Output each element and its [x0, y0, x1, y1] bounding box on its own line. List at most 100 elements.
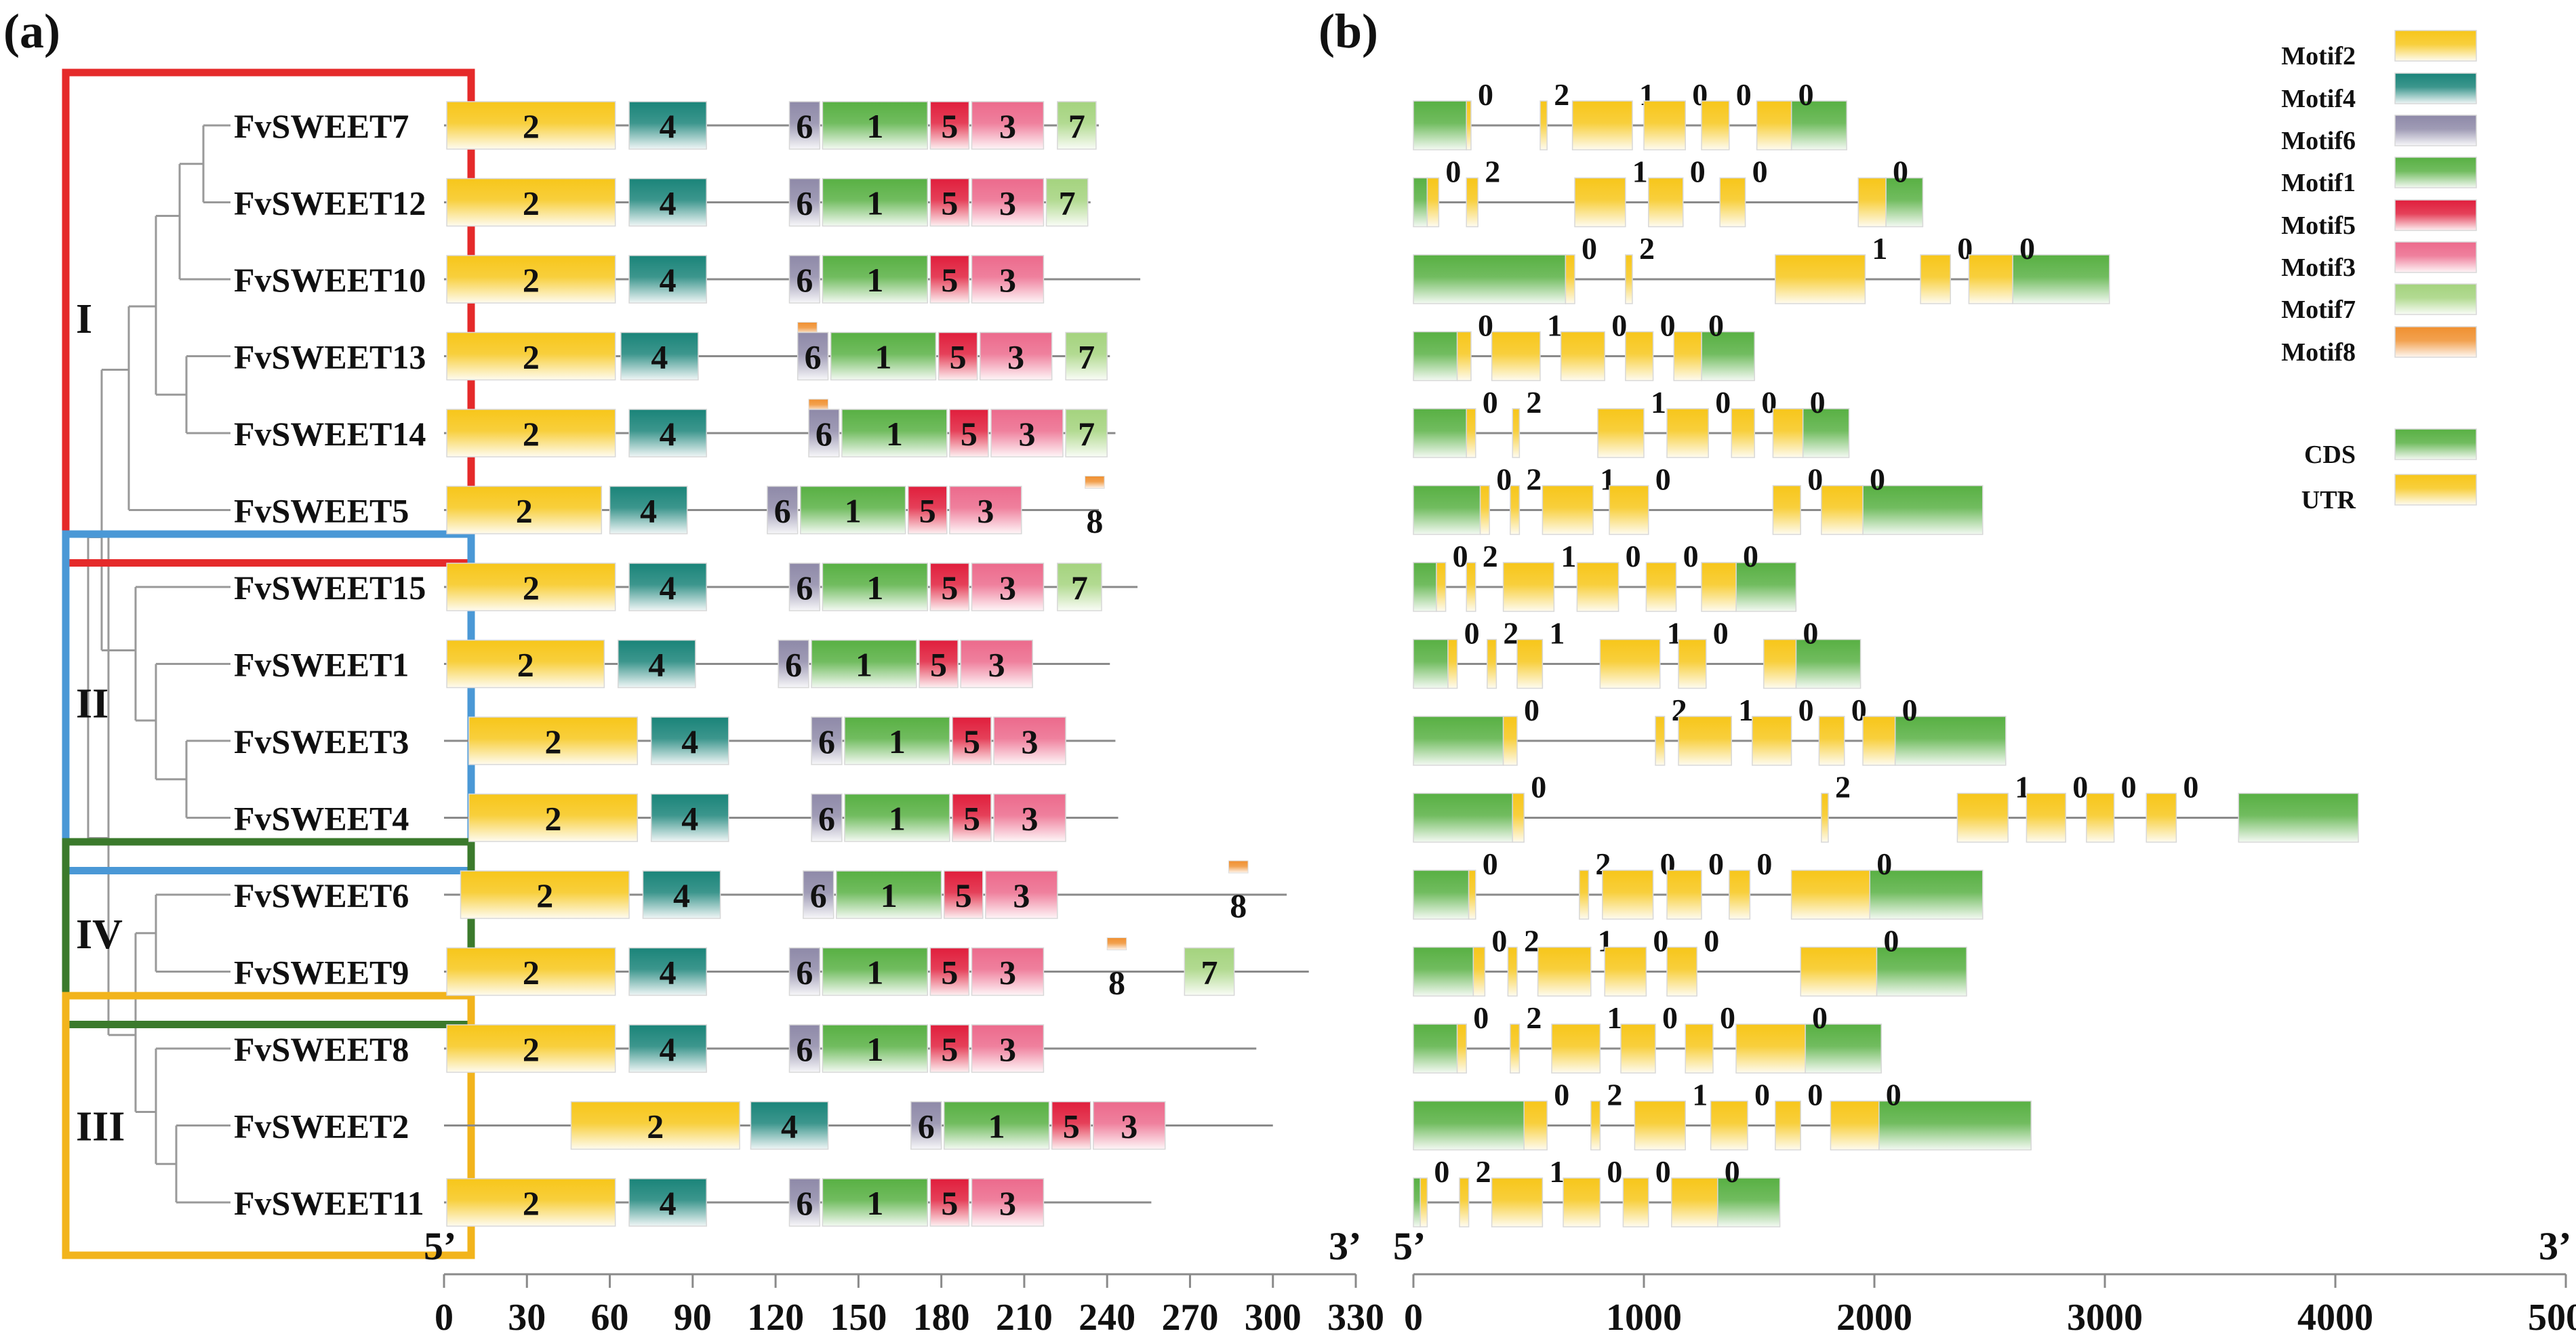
utr-exon	[1756, 100, 1792, 150]
intron-phase: 0	[1478, 77, 1493, 112]
motif-label: 5	[950, 338, 967, 376]
utr-exon	[1763, 638, 1797, 689]
utr-exon	[1510, 485, 1521, 535]
legend-swatch	[2394, 428, 2477, 460]
motif-label: 2	[523, 107, 540, 145]
motif-4-box	[750, 1101, 829, 1150]
motif-2-box	[446, 563, 616, 611]
intron-phase: 0	[1704, 924, 1719, 958]
intron-phase: 2	[1526, 1000, 1542, 1035]
cds-block	[1876, 946, 1967, 997]
cds-block	[1869, 870, 1984, 920]
legend-label: Motif2	[2281, 42, 2356, 70]
clade-label-II: II	[76, 681, 108, 727]
utr-exon	[1597, 408, 1645, 458]
cds-block	[1413, 177, 1428, 228]
legend-label: UTR	[2301, 486, 2356, 514]
motif-label: 5	[941, 569, 958, 607]
intron-phase: 0	[1810, 385, 1826, 420]
motif-label: 1	[866, 1030, 883, 1068]
motif-label: 1	[866, 1184, 883, 1222]
motif-4-box	[609, 485, 688, 535]
motif-1-box	[822, 1024, 929, 1073]
intron-phase: 0	[1870, 462, 1885, 497]
intron-phase: 0	[1736, 77, 1752, 112]
intron-phase: 0	[1453, 539, 1468, 573]
gene-name: FvSWEET5	[234, 492, 409, 530]
intron-phase: 0	[1531, 770, 1546, 805]
intron-phase: 0	[1655, 1154, 1671, 1189]
utr-exon	[1560, 331, 1605, 382]
motif-label: 1	[889, 723, 906, 760]
gene-name: FvSWEET1	[234, 646, 409, 684]
motif-label: 5	[963, 800, 980, 838]
intron-phase: 0	[1803, 616, 1818, 651]
gene-name: FvSWEET8	[234, 1030, 409, 1068]
clade-label-I: I	[76, 296, 92, 342]
structure-tick-label: 1000	[1606, 1297, 1682, 1339]
intron-phase: 0	[1893, 155, 1908, 189]
motif-label: 7	[1059, 184, 1076, 222]
intron-phase: 0	[1883, 924, 1899, 958]
cds-block	[1862, 485, 1984, 535]
motif-label: 4	[660, 184, 677, 222]
legend-label: Motif3	[2281, 253, 2356, 282]
cds-block	[1413, 638, 1449, 689]
motif-label: 3	[1121, 1108, 1138, 1145]
motif-row-FvSWEET6: FvSWEET6 2 4 6 1 5 3 8	[234, 860, 1287, 925]
motif-label: 3	[988, 646, 1005, 684]
motif-label: 4	[660, 569, 677, 607]
motif-label: 6	[796, 184, 813, 222]
motif-3-box	[971, 947, 1045, 996]
utr-exon	[1523, 1100, 1548, 1151]
motif-label: 3	[999, 1030, 1016, 1068]
clade-box-II	[62, 530, 475, 874]
utr-exon	[1466, 408, 1476, 458]
motif-label: 6	[818, 723, 835, 760]
intron-phase: 1	[1561, 539, 1576, 573]
motif-label: 2	[523, 954, 540, 992]
motif-label: 5	[963, 723, 980, 760]
intron-phase: 0	[1708, 308, 1724, 343]
motif-4-box	[650, 793, 729, 842]
motif-7-box	[1057, 563, 1102, 611]
utr-exon	[1574, 177, 1626, 228]
legend-swatch	[2394, 241, 2477, 273]
motif-3-box	[979, 331, 1053, 381]
cds-block	[1894, 716, 2007, 766]
utr-exon	[1491, 331, 1541, 382]
intron-phase: 0	[1752, 155, 1768, 189]
utr-exon	[1487, 638, 1497, 689]
motif-row-FvSWEET13: FvSWEET13 2 4 6 1 5 3 7	[234, 322, 1110, 381]
gene-name: FvSWEET7	[234, 107, 409, 145]
motif-6-box	[808, 409, 840, 458]
motif-5-box	[929, 1178, 970, 1227]
intron-phase: 1	[1738, 693, 1754, 727]
motif-4-box	[628, 101, 707, 150]
intron-phase: 0	[2072, 770, 2088, 805]
motif-label: 6	[918, 1108, 935, 1145]
utr-exon	[1516, 638, 1544, 689]
motif-label: 5	[941, 261, 958, 299]
legend-swatch	[2394, 73, 2477, 104]
motif-label: 6	[796, 954, 813, 992]
utr-exon	[1701, 100, 1730, 150]
motif-label: 7	[1078, 415, 1095, 453]
utr-exon	[1576, 562, 1619, 612]
structure-tick-label: 5000	[2528, 1297, 2576, 1339]
motif-row-FvSWEET1: FvSWEET1 2 4 6 1 5 3	[234, 639, 1110, 689]
utr-exon	[1735, 1023, 1806, 1074]
utr-exon	[1634, 1100, 1686, 1151]
motif-row-FvSWEET12: FvSWEET12 2 4 6 1 5 3 7	[234, 178, 1091, 227]
motif-8-marker	[1106, 937, 1127, 950]
intron-phase: 0	[1607, 1154, 1622, 1189]
motif-tick-label: 180	[913, 1297, 970, 1339]
motif-row-FvSWEET9: FvSWEET9 2 4 6 1 5 3 8 7	[234, 937, 1309, 1002]
intron-phase: 0	[1876, 847, 1892, 881]
motif-3-box	[971, 255, 1045, 304]
motif-label: 2	[523, 1030, 540, 1068]
cds-block	[1413, 562, 1437, 612]
motif-label: 2	[536, 876, 553, 914]
